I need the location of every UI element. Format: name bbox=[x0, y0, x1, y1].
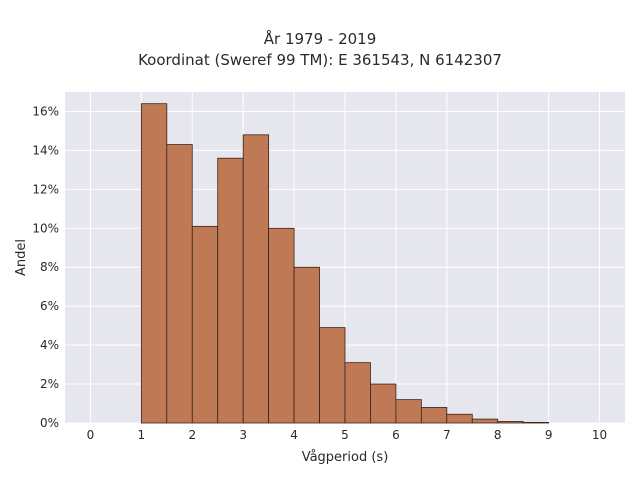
x-tick-label: 1 bbox=[138, 428, 146, 442]
y-tick-label: 6% bbox=[40, 299, 59, 313]
chart-subtitle: Koordinat (Sweref 99 TM): E 361543, N 61… bbox=[138, 51, 502, 69]
x-tick-label: 8 bbox=[494, 428, 502, 442]
histogram-bar bbox=[522, 422, 550, 424]
y-tick-label: 4% bbox=[40, 338, 59, 352]
y-tick-label: 10% bbox=[32, 221, 59, 235]
histogram-bar bbox=[497, 421, 524, 424]
x-tick-label: 9 bbox=[545, 428, 553, 442]
histogram-bar bbox=[471, 418, 499, 424]
histogram-bar bbox=[242, 134, 270, 424]
chart-title: År 1979 - 2019 bbox=[263, 30, 377, 48]
x-tick-label: 7 bbox=[443, 428, 451, 442]
y-tick-label: 0% bbox=[40, 416, 59, 430]
x-tick-label: 6 bbox=[392, 428, 400, 442]
histogram-bar bbox=[268, 227, 295, 424]
histogram-bar bbox=[191, 225, 219, 424]
x-tick-label: 10 bbox=[592, 428, 607, 442]
x-tick-label: 2 bbox=[188, 428, 196, 442]
y-tick-label: 12% bbox=[32, 182, 59, 196]
histogram-bar bbox=[344, 362, 371, 424]
bars bbox=[140, 103, 550, 424]
y-axis-label: Andel bbox=[14, 239, 29, 276]
histogram-bar bbox=[140, 103, 168, 424]
x-tick-labels: 0 1 2 3 4 5 6 7 8 9 10 bbox=[87, 428, 608, 442]
histogram-bar bbox=[395, 399, 422, 424]
histogram-bar bbox=[166, 144, 193, 424]
histogram-bar bbox=[319, 327, 346, 424]
histogram-bar bbox=[293, 266, 320, 424]
y-tick-label: 2% bbox=[40, 377, 59, 391]
x-tick-label: 4 bbox=[290, 428, 298, 442]
y-tick-label: 16% bbox=[32, 104, 59, 118]
x-axis-label: Vågperiod (s) bbox=[302, 450, 389, 465]
histogram-bar bbox=[217, 157, 244, 424]
y-tick-label: 14% bbox=[32, 143, 59, 157]
x-tick-label: 0 bbox=[87, 428, 95, 442]
histogram-bar bbox=[420, 407, 448, 424]
y-tick-label: 8% bbox=[40, 260, 59, 274]
x-tick-label: 5 bbox=[341, 428, 349, 442]
histogram-bar bbox=[446, 413, 473, 424]
histogram-bar bbox=[370, 383, 397, 424]
y-tick-labels: 0% 2% 4% 6% 8% 10% 12% 14% 16% bbox=[32, 104, 59, 430]
x-tick-label: 3 bbox=[239, 428, 247, 442]
